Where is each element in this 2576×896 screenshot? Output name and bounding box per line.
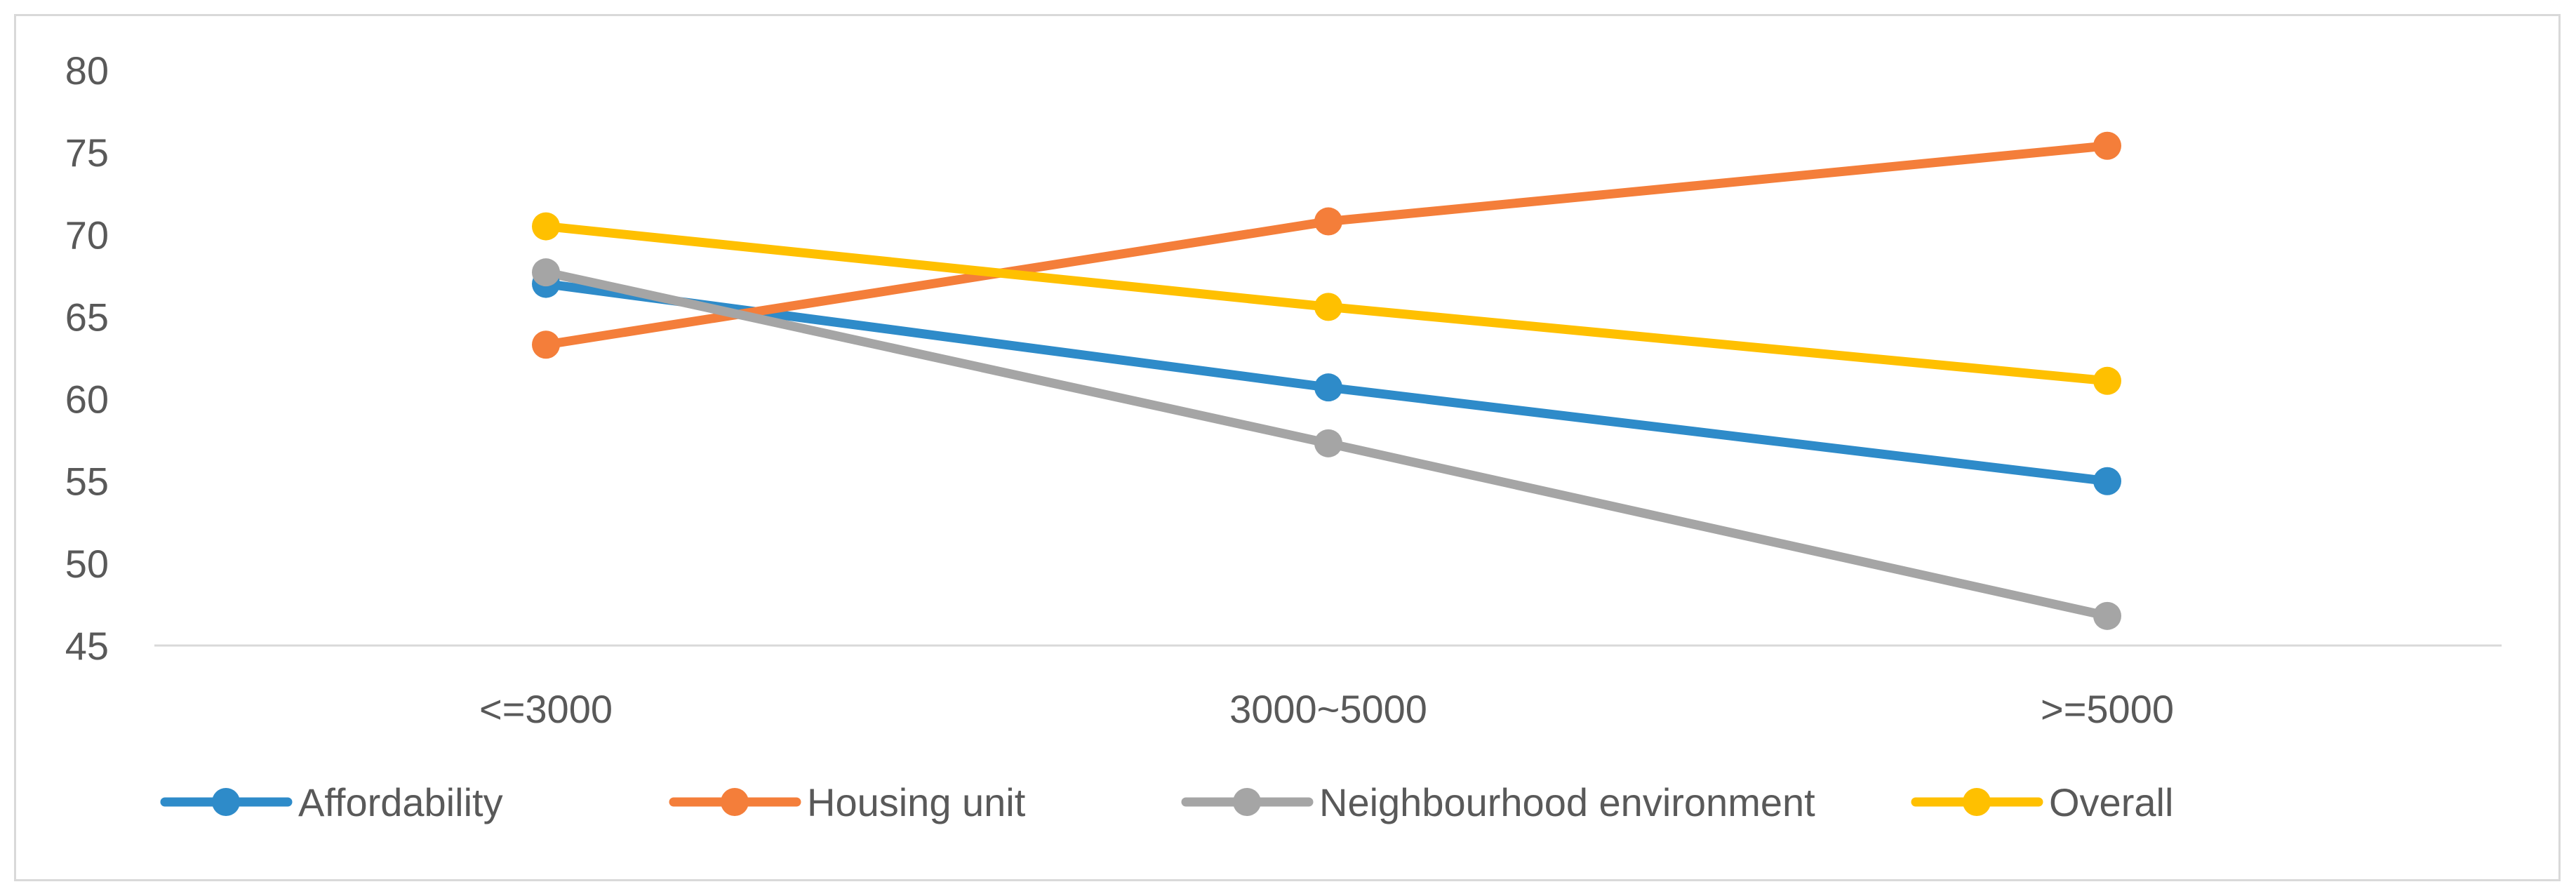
y-tick-label: 65 — [65, 295, 109, 339]
legend-label-housing-unit: Housing unit — [807, 780, 1026, 824]
series-points — [532, 131, 2121, 630]
y-tick-label: 75 — [65, 131, 109, 175]
y-tick-label: 55 — [65, 460, 109, 504]
data-point-affordability — [2093, 467, 2121, 495]
legend-label-overall: Overall — [2049, 780, 2173, 824]
legend-marker-housing-unit — [721, 788, 749, 816]
data-point-housing-unit — [2093, 131, 2121, 160]
legend-marker-overall — [1963, 788, 1991, 816]
legend-label-neighbourhood-environment: Neighbourhood environment — [1319, 780, 1815, 824]
data-point-neighbourhood-environment — [1314, 429, 1342, 457]
x-tick-label: >=5000 — [2041, 687, 2174, 731]
x-tick-label: <=3000 — [479, 687, 613, 731]
data-point-overall — [1314, 293, 1342, 321]
legend-label-affordability: Affordability — [298, 780, 503, 824]
data-point-overall — [532, 212, 560, 241]
data-point-neighbourhood-environment — [532, 258, 560, 287]
y-tick-label: 45 — [65, 624, 109, 668]
y-tick-label: 80 — [65, 48, 109, 93]
y-tick-label: 50 — [65, 542, 109, 586]
y-axis: 45 50 55 60 65 70 75 80 — [65, 48, 109, 668]
data-point-neighbourhood-environment — [2093, 601, 2121, 630]
data-point-overall — [2093, 366, 2121, 395]
data-point-housing-unit — [532, 330, 560, 359]
legend-marker-affordability — [212, 788, 240, 816]
x-axis: <=3000 3000~5000 >=5000 — [479, 687, 2174, 731]
x-tick-label: 3000~5000 — [1229, 687, 1427, 731]
y-tick-label: 70 — [65, 213, 109, 257]
data-point-housing-unit — [1314, 207, 1342, 236]
data-point-affordability — [1314, 373, 1342, 402]
y-tick-label: 60 — [65, 377, 109, 422]
legend-marker-neighbourhood-environment — [1233, 788, 1261, 816]
chart-frame — [14, 14, 2561, 881]
legend: Affordability Housing unit Neighbourhood e… — [160, 780, 2173, 824]
